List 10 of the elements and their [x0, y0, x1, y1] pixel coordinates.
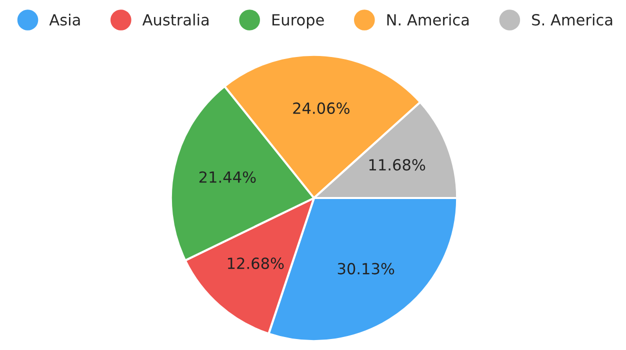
legend-label: N. America: [387, 14, 469, 26]
legend-label: Australia: [142, 14, 208, 26]
data-label: 11.68%: [369, 159, 426, 171]
data-label: 12.68%: [228, 258, 284, 270]
data-label: 24.06%: [293, 102, 350, 114]
legend-label: S. America: [532, 14, 612, 26]
data-label: 21.44%: [199, 171, 256, 183]
legend-label: Asia: [49, 14, 80, 26]
data-label: 30.13%: [338, 262, 394, 274]
legend-label: Europe: [272, 14, 324, 29]
